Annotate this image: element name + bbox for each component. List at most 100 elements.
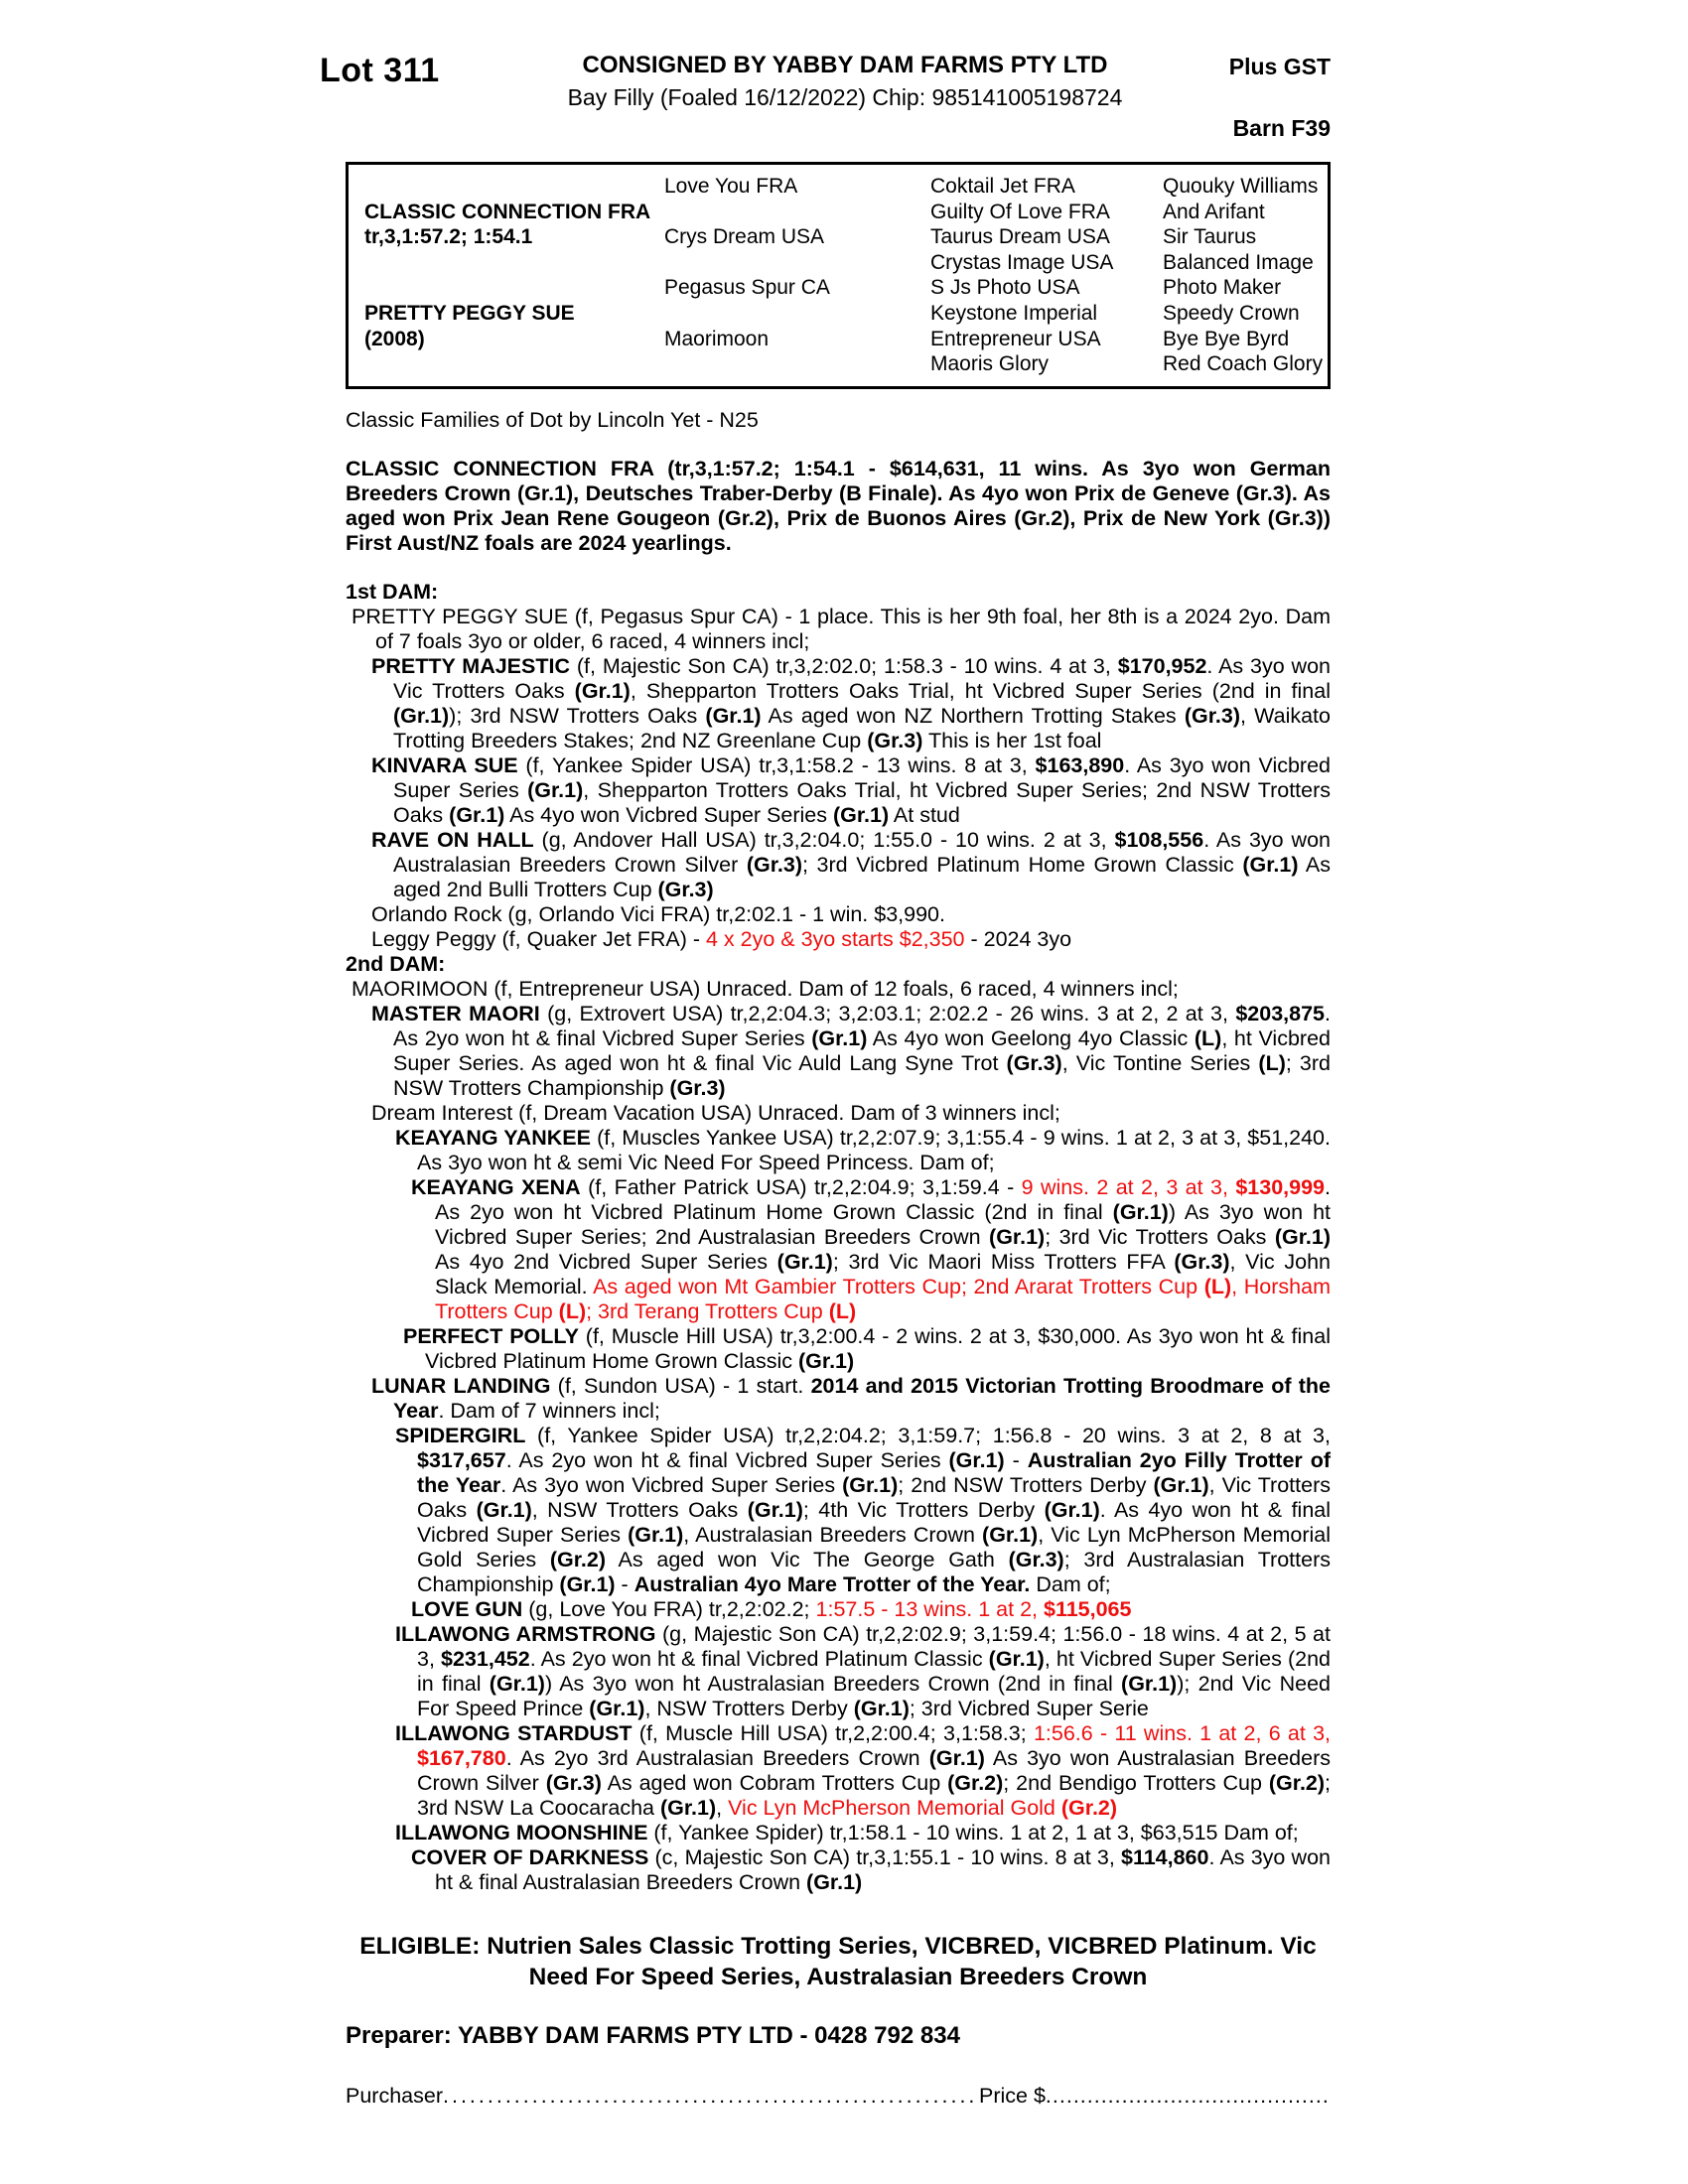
text-run: (f, Father Patrick USA) tr,2,2:04.9; 3,1… xyxy=(580,1174,1022,1199)
foal-description-line: Bay Filly (Foaled 16/12/2022) Chip: 9851… xyxy=(567,84,1123,110)
text-run: ; 3rd Vic Maori Miss Trotters FFA xyxy=(832,1249,1175,1274)
text-run: LUNAR LANDING xyxy=(371,1373,551,1398)
header-center: CONSIGNED BY YABBY DAM FARMS PTY LTD Bay… xyxy=(548,52,1142,111)
text-run: (Gr.1) xyxy=(776,1249,833,1274)
text-run: . Dam of 7 winners incl; xyxy=(438,1398,660,1423)
text-run: (g, Majestic Son CA) tr,2,2:02.9; 3,1:59… xyxy=(417,1621,1331,1671)
pedigree-cell xyxy=(664,250,930,276)
text-run: (Gr.1) xyxy=(559,1571,616,1596)
pedigree-entry: COVER OF DARKNESS (c, Majestic Son CA) t… xyxy=(346,1845,1331,1895)
text-run: (Gr.2) xyxy=(1268,1770,1326,1795)
text-run: $130,999 xyxy=(1235,1174,1326,1199)
text-run: $231,452 xyxy=(441,1646,530,1671)
text-run: (f, Yankee Spider USA) tr,3,1:58.2 - 13 … xyxy=(517,752,1036,777)
pedigree-cell: S Js Photo USA xyxy=(930,276,1080,300)
text-run: ; 2nd NSW Trotters Derby xyxy=(898,1472,1154,1497)
text-run: (Gr.1) xyxy=(832,802,890,827)
text-run: $317,657 xyxy=(417,1447,506,1472)
text-run: (Gr.2) xyxy=(549,1547,606,1571)
text-run: As aged won Cobram Trotters Cup xyxy=(601,1770,948,1795)
text-run: (Gr.1) xyxy=(449,802,505,827)
purchaser-line: Purchaser ..............................… xyxy=(346,2084,1331,2109)
pedigree-cell: Crystas Image USA xyxy=(930,250,1114,274)
text-run: 9 wins. 2 at 2, 3 at 3, xyxy=(1021,1174,1236,1199)
pedigree-cell: Maoris Glory xyxy=(930,352,1050,376)
plus-gst-label: Plus GST xyxy=(1228,54,1331,79)
pedigree-cell xyxy=(664,351,930,377)
text-run: As aged won Vic The George Gath xyxy=(606,1547,1009,1571)
pedigree-entry: 1st DAM: xyxy=(346,580,1331,605)
pedigree-column-subject: CLASSIC CONNECTION FRA tr,3,1:57.2; 1:54.… xyxy=(364,174,664,377)
text-run: (Gr.1) xyxy=(393,703,450,728)
text-run: . As 3yo won Vic Trotters Oaks xyxy=(393,653,1331,703)
text-run: $170,952 xyxy=(1117,653,1207,678)
text-run: (Gr.1) xyxy=(1121,1671,1178,1696)
pedigree-entry: MASTER MAORI (g, Extrovert USA) tr,2,2:0… xyxy=(346,1002,1331,1101)
pedigree-entry: Dream Interest (f, Dream Vacation USA) U… xyxy=(346,1101,1331,1126)
text-run: (L) xyxy=(1194,1025,1222,1050)
pedigree-cell: CLASSIC CONNECTION FRA xyxy=(364,200,651,223)
text-run: (Gr.2) xyxy=(1060,1795,1118,1820)
text-run: (L) xyxy=(1203,1274,1232,1298)
pedigree-entry: ILLAWONG MOONSHINE (f, Yankee Spider) tr… xyxy=(346,1821,1331,1845)
text-run: (f, Sundon USA) - 1 start. xyxy=(550,1373,811,1398)
pedigree-entry: PRETTY PEGGY SUE (f, Pegasus Spur CA) - … xyxy=(346,605,1331,654)
text-run: ILLAWONG STARDUST xyxy=(395,1720,633,1745)
pedigree-cell xyxy=(364,351,664,377)
text-run: (f, Yankee Spider USA) tr,2,2:04.2; 3,1:… xyxy=(525,1423,1331,1447)
text-run: (Gr.1) xyxy=(589,1696,645,1720)
pedigree-entry: RAVE ON HALL (g, Andover Hall USA) tr,3,… xyxy=(346,828,1331,902)
pedigree-cell: Pegasus Spur CA xyxy=(664,276,830,300)
pedigree-entry: PRETTY MAJESTIC (f, Majestic Son CA) tr,… xyxy=(346,654,1331,753)
text-run: KEAYANG XENA xyxy=(411,1174,581,1199)
pedigree-cell: Speedy Crown xyxy=(1163,301,1300,325)
text-run: 2014 and 2015 Victorian Trotting Broodma… xyxy=(393,1373,1331,1423)
text-run: (Gr.1) xyxy=(989,1224,1046,1249)
text-run: . As 2yo won ht & final Vicbred Super Se… xyxy=(505,1447,949,1472)
text-run: ; 3rd Australasian Trotters Championship xyxy=(417,1547,1331,1596)
text-run: (Gr.1) xyxy=(659,1795,717,1820)
pedigree-column-parents: Love You FRA Crys Dream USA Pegasus Spur… xyxy=(664,174,930,377)
text-run: (Gr.1) xyxy=(982,1522,1039,1547)
text-run: COVER OF DARKNESS xyxy=(411,1844,649,1869)
text-run: . As 2yo won ht Vicbred Platinum Home Gr… xyxy=(435,1174,1332,1224)
text-run: (Gr.3) xyxy=(657,877,714,901)
text-run: (Gr.1) xyxy=(853,1696,910,1720)
pedigree-entry: Leggy Peggy (f, Quaker Jet FRA) - 4 x 2y… xyxy=(346,927,1331,952)
text-run: (Gr.3) xyxy=(1008,1547,1064,1571)
text-run: (L) xyxy=(1258,1050,1286,1075)
text-run: ; 2nd Bendigo Trotters Cup xyxy=(1003,1770,1269,1795)
text-run: Dam of; xyxy=(1030,1571,1111,1596)
text-run: ; 3rd Vicbred Platinum Home Grown Classi… xyxy=(801,852,1243,877)
text-run: (Gr.1) xyxy=(705,703,762,728)
pedigree-cell: Balanced Image xyxy=(1163,250,1314,274)
pedigree-entry: SPIDERGIRL (f, Yankee Spider USA) tr,2,2… xyxy=(346,1424,1331,1597)
text-run: As 4yo won Geelong 4yo Classic xyxy=(867,1025,1195,1050)
pedigree-cell xyxy=(364,174,664,200)
text-run: As 4yo won Vicbred Super Series xyxy=(504,802,833,827)
text-run: ; 3rd Vic Trotters Oaks xyxy=(1045,1224,1275,1249)
text-run: (Gr.1) xyxy=(476,1497,532,1522)
pedigree-cell: Maorimoon xyxy=(664,327,770,350)
text-run: (Gr.1) xyxy=(1112,1199,1169,1224)
text-run: - 2024 3yo xyxy=(964,926,1072,951)
pedigree-cell xyxy=(664,200,930,225)
text-run: As aged 2nd Bulli Trotters Cup xyxy=(393,852,1331,901)
text-run: ); 2nd Vic Need For Speed Prince xyxy=(417,1671,1331,1720)
text-run: LOVE GUN xyxy=(411,1596,523,1621)
text-run: Dream Interest (f, Dream Vacation USA) U… xyxy=(371,1100,1060,1125)
pedigree-entry: ILLAWONG STARDUST (f, Muscle Hill USA) t… xyxy=(346,1721,1331,1821)
text-run: (Gr.1) xyxy=(1153,1472,1209,1497)
text-run: SPIDERGIRL xyxy=(395,1423,526,1447)
text-run: ); 3rd NSW Trotters Oaks xyxy=(449,703,706,728)
text-run: , ht Vicbred Super Series. As aged won h… xyxy=(393,1025,1331,1075)
pedigree-entry: LOVE GUN (g, Love You FRA) tr,2,2:02.2; … xyxy=(346,1597,1331,1622)
text-run: PERFECT POLLY xyxy=(403,1323,579,1348)
pedigree-cell: Entrepreneur USA xyxy=(930,327,1101,350)
text-run: . As 2yo won ht & final Vicbred Platinum… xyxy=(529,1646,989,1671)
lot-number: Lot 311 xyxy=(320,52,440,89)
text-run: (L) xyxy=(828,1298,857,1323)
pedigree-entry: 2nd DAM: xyxy=(346,952,1331,977)
text-run: Vic Lyn McPherson Memorial Gold xyxy=(728,1795,1061,1820)
classic-families-line: Classic Families of Dot by Lincoln Yet -… xyxy=(346,407,759,432)
